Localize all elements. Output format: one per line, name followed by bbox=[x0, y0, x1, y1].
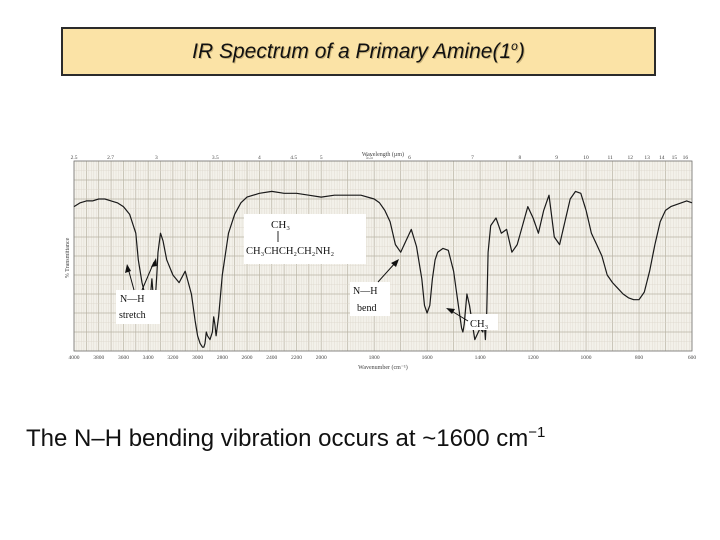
x2-tick-label: 14 bbox=[659, 155, 665, 161]
x2-tick-label: 11 bbox=[607, 155, 613, 161]
x2-tick-label: 16 bbox=[683, 155, 689, 161]
x2-tick-label: 4 bbox=[258, 155, 261, 161]
x2-tick-label: 10 bbox=[583, 155, 589, 161]
x-tick-label: 600 bbox=[688, 355, 697, 361]
x-tick-label: 2200 bbox=[291, 355, 302, 361]
x2-tick-label: 3 bbox=[155, 155, 158, 161]
x2-tick-label: 6 bbox=[408, 155, 411, 161]
x2-tick-label: 5.5 bbox=[366, 155, 373, 161]
nh-stretch-label-1: N—H bbox=[120, 294, 144, 305]
nh-stretch-arrowhead bbox=[151, 258, 157, 267]
wavenumber-tick-labels: 4000 3800 3600 3400 3200 3000 2800 2600 2400 2200… bbox=[69, 355, 697, 361]
nh-stretch-label-bg bbox=[116, 290, 160, 324]
x2-tick-label: 8 bbox=[518, 155, 521, 161]
nh-bend-arrow-line bbox=[377, 261, 397, 283]
x-tick-label: 1800 bbox=[369, 355, 380, 361]
x-axis-label: Wavenumber (cm⁻¹) bbox=[358, 364, 408, 371]
title-banner: IR Spectrum of a Primary Amine(1o) bbox=[61, 27, 656, 76]
structure-line2: CH₃CHCH₂CH₂NH₂ bbox=[246, 246, 334, 257]
x2-tick-label: 5 bbox=[320, 155, 323, 161]
nh-bend-label-bg bbox=[350, 282, 390, 316]
x-tick-label: 1200 bbox=[528, 355, 539, 361]
x-tick-label: 3600 bbox=[118, 355, 129, 361]
x2-tick-label: 2.7 bbox=[107, 155, 114, 161]
x2-tick-label: 13 bbox=[644, 155, 650, 161]
caption: The N–H bending vibration occurs at ~160… bbox=[26, 424, 546, 452]
plot-border bbox=[73, 160, 693, 352]
x-tick-label: 2000 bbox=[316, 355, 327, 361]
x-tick-label: 2400 bbox=[266, 355, 277, 361]
y-axis-label: % Transmittance bbox=[65, 237, 71, 278]
x-tick-label: 1600 bbox=[422, 355, 433, 361]
gridlines bbox=[73, 160, 693, 352]
x-tick-label: 1400 bbox=[475, 355, 486, 361]
nh-stretch-arrowhead-2 bbox=[125, 264, 131, 273]
x-tick-label: 2600 bbox=[242, 355, 253, 361]
x2-tick-label: 9 bbox=[555, 155, 558, 161]
x-tick-label: 4000 bbox=[69, 355, 80, 361]
spectrum-series-line bbox=[73, 190, 693, 348]
x2-tick-label: 4.5 bbox=[290, 155, 297, 161]
x-tick-label: 3200 bbox=[167, 355, 178, 361]
nh-stretch-label-2: stretch bbox=[119, 310, 146, 321]
nh-bend-label-2: bend bbox=[357, 303, 376, 314]
x-tick-label: 3400 bbox=[143, 355, 154, 361]
nh-bend-label-1: N—H bbox=[353, 286, 377, 297]
structure-label-bg bbox=[244, 214, 366, 264]
x-tick-label: 2800 bbox=[217, 355, 228, 361]
ch3-label: CH₃ bbox=[470, 319, 489, 330]
wavelength-tick-labels: 2.5 2.7 3 3.5 4 4.5 5 5.5 6 7 8 9 10 11 12 13 14 15 16 bbox=[71, 155, 689, 161]
x-tick-label: 3800 bbox=[93, 355, 104, 361]
ch3-label-bg bbox=[466, 314, 498, 330]
x2-tick-label: 15 bbox=[672, 155, 678, 161]
x2-axis-label: Wavelength (µm) bbox=[362, 151, 404, 158]
x2-tick-label: 3.5 bbox=[212, 155, 219, 161]
ir-spectrum-chart: 2.5 2.7 3 3.5 4 4.5 5 5.5 6 7 8 9 10 11 12 13 14 15 16 400… bbox=[60, 150, 700, 375]
ch3-arrowhead bbox=[446, 308, 455, 314]
x-tick-label: 1000 bbox=[581, 355, 592, 361]
ir-spectrum-svg: 2.5 2.7 3 3.5 4 4.5 5 5.5 6 7 8 9 10 11 12 13 14 15 16 400… bbox=[65, 151, 697, 371]
structure-line1: CH₃ bbox=[271, 219, 290, 231]
x2-tick-label: 2.5 bbox=[71, 155, 78, 161]
x-tick-label: 3000 bbox=[192, 355, 203, 361]
x2-tick-label: 7 bbox=[471, 155, 474, 161]
x-tick-label: 800 bbox=[635, 355, 644, 361]
x2-tick-label: 12 bbox=[627, 155, 633, 161]
page-title: IR Spectrum of a Primary Amine(1o) bbox=[192, 39, 525, 63]
nh-bend-arrowhead bbox=[391, 259, 399, 267]
